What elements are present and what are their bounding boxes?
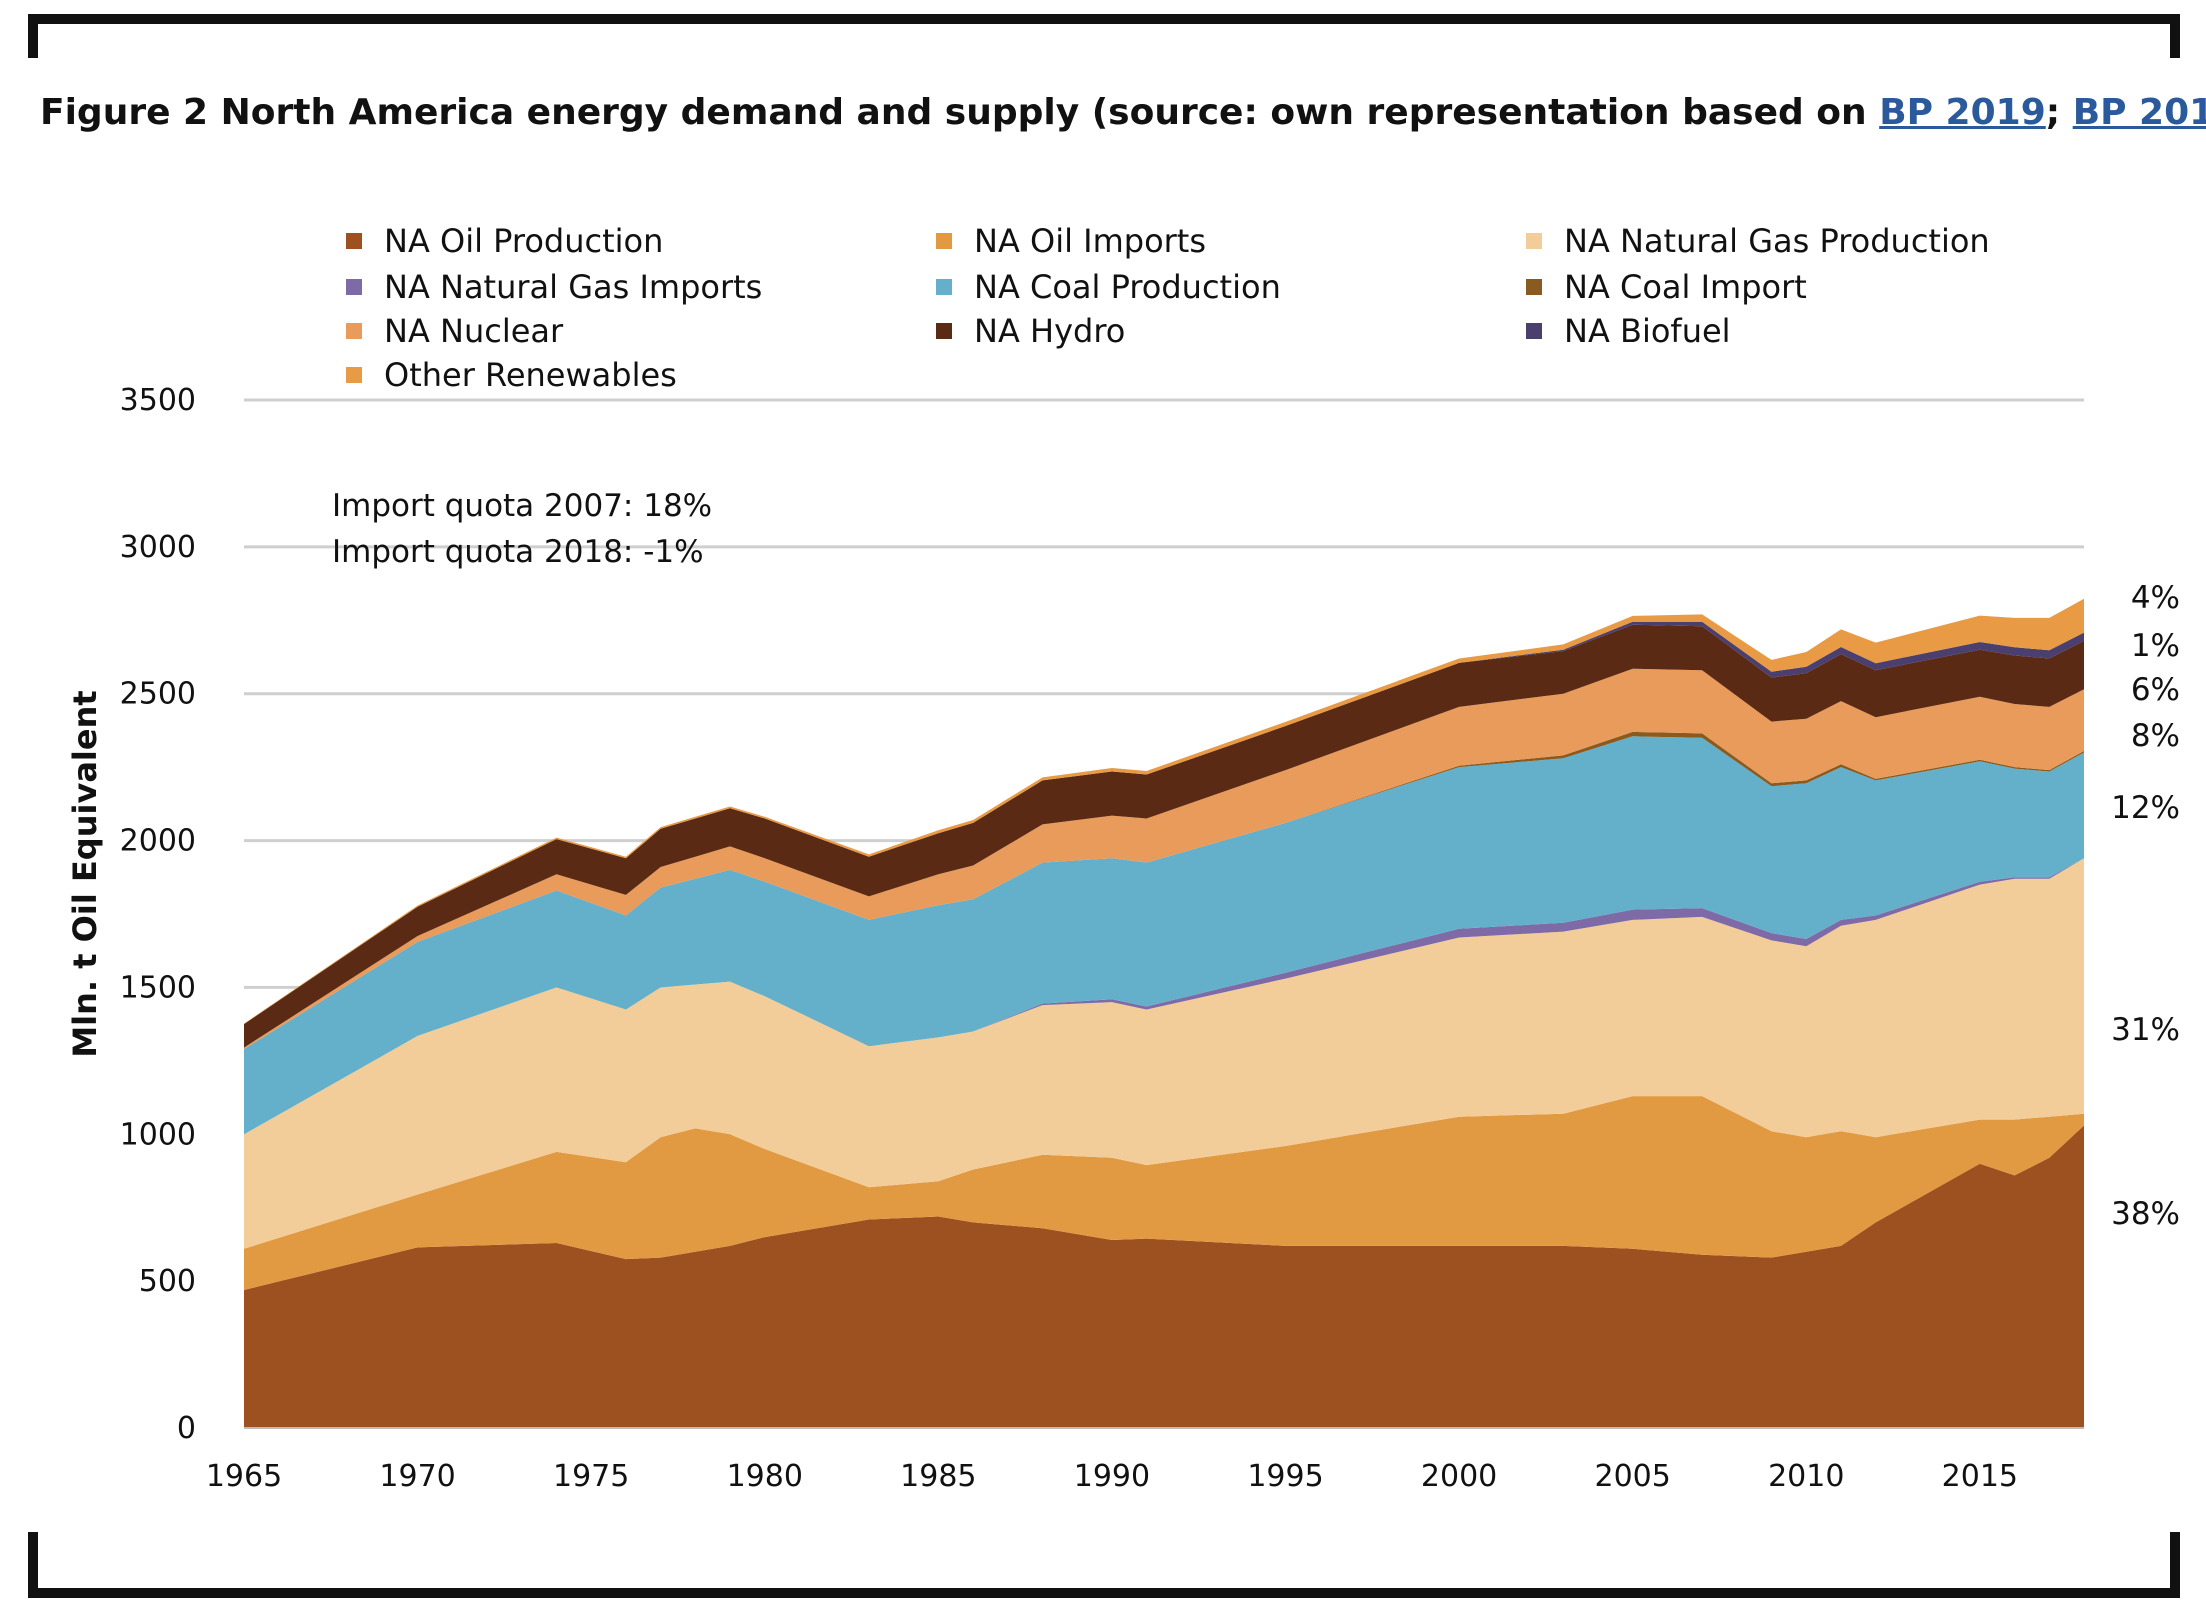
legend-label: NA Natural Gas Production	[1564, 222, 1990, 260]
legend-item: NA Oil Imports	[936, 222, 1206, 260]
x-tick-label: 2000	[1421, 1459, 1497, 1494]
y-tick-label: 3000	[120, 530, 196, 565]
legend-item: NA Biofuel	[1526, 312, 1731, 350]
legend-label: NA Oil Production	[384, 222, 664, 260]
area-series-8	[244, 621, 2084, 1025]
legend-swatch	[346, 233, 362, 249]
share-label: 6%	[2131, 672, 2180, 708]
y-axis-label: Mln. t Oil Equivalent	[66, 690, 104, 1057]
x-tick-label: 1985	[900, 1459, 976, 1494]
x-tick-label: 1975	[553, 1459, 629, 1494]
legend-swatch	[936, 233, 952, 249]
legend-swatch	[1526, 323, 1542, 339]
x-tick-label: 1970	[379, 1459, 455, 1494]
share-label: 38%	[2111, 1196, 2180, 1232]
x-tick-label: 1995	[1247, 1459, 1323, 1494]
legend-label: NA Hydro	[974, 312, 1126, 350]
caption-separator: ;	[2045, 92, 2073, 133]
share-label: 1%	[2131, 628, 2180, 664]
area-series-1	[244, 1096, 2084, 1290]
caption-prefix: Figure 2 North America energy demand and…	[40, 92, 1880, 133]
legend-label: NA Coal Production	[974, 268, 1281, 306]
share-label: 12%	[2111, 790, 2180, 826]
area-series-0	[244, 1125, 2084, 1428]
frame-top-right-tick	[2170, 14, 2180, 58]
legend-swatch	[346, 279, 362, 295]
legend-label: NA Coal Import	[1564, 268, 1807, 306]
legend-item: NA Natural Gas Production	[1526, 222, 1990, 260]
x-tick-label: 2005	[1594, 1459, 1670, 1494]
y-tick-label: 2500	[120, 677, 196, 712]
area-series-7	[244, 624, 2084, 1048]
frame-bottom-left-tick	[28, 1532, 38, 1598]
legend-item: NA Hydro	[936, 312, 1125, 350]
annotation-import-quota-2018: Import quota 2018: -1%	[332, 534, 704, 570]
share-label: 8%	[2131, 718, 2180, 754]
x-tick-label: 1990	[1074, 1459, 1150, 1494]
x-tick-label: 1965	[206, 1459, 282, 1494]
legend-item: NA Nuclear	[346, 312, 563, 350]
legend-swatch	[346, 367, 362, 383]
annotation-import-quota-2007: Import quota 2007: 18%	[332, 488, 712, 524]
frame-bottom-right-tick	[2170, 1532, 2180, 1598]
legend-label: NA Natural Gas Imports	[384, 268, 763, 306]
y-tick-label: 0	[177, 1411, 196, 1446]
legend-swatch	[346, 323, 362, 339]
y-tick-label: 3500	[120, 383, 196, 418]
share-label: 31%	[2111, 1012, 2180, 1048]
frame-top-border	[28, 14, 2180, 24]
legend-label: NA Biofuel	[1564, 312, 1731, 350]
legend-item: NA Coal Import	[1526, 268, 1807, 306]
area-series-4	[244, 736, 2084, 1135]
legend-item: NA Oil Production	[346, 222, 663, 260]
frame-bottom-border	[28, 1588, 2180, 1598]
x-tick-label: 2010	[1768, 1459, 1844, 1494]
legend-swatch	[1526, 233, 1542, 249]
legend-label: NA Oil Imports	[974, 222, 1207, 260]
y-tick-label: 2000	[120, 824, 196, 859]
reference-link-bp-2019b[interactable]: BP 2019b	[2072, 92, 2206, 133]
legend-item: Other Renewables	[346, 356, 677, 394]
y-tick-label: 1000	[120, 1117, 196, 1152]
area-series-9	[244, 598, 2084, 1025]
legend-item: NA Coal Production	[936, 268, 1281, 306]
area-series-2	[244, 858, 2084, 1249]
legend-swatch	[936, 323, 952, 339]
y-tick-label: 500	[139, 1264, 196, 1299]
x-tick-label: 1980	[727, 1459, 803, 1494]
legend-label: Other Renewables	[384, 356, 677, 394]
legend-item: NA Natural Gas Imports	[346, 268, 762, 306]
figure-caption: Figure 2 North America energy demand and…	[40, 92, 2206, 133]
share-label: 4%	[2131, 580, 2180, 616]
x-tick-label: 2015	[1942, 1459, 2018, 1494]
y-tick-label: 1500	[120, 970, 196, 1005]
reference-link-bp-2019[interactable]: BP 2019	[1879, 92, 2046, 133]
legend-swatch	[936, 279, 952, 295]
legend-label: NA Nuclear	[384, 312, 564, 350]
frame-top-left-tick	[28, 14, 38, 58]
legend-swatch	[1526, 279, 1542, 295]
